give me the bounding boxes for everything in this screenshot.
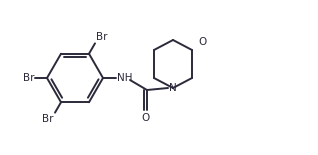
Text: O: O (142, 113, 150, 123)
Text: Br: Br (43, 114, 54, 124)
Text: NH: NH (117, 73, 133, 83)
Text: O: O (198, 37, 206, 47)
Text: Br: Br (96, 32, 107, 42)
Text: Br: Br (23, 73, 34, 83)
Text: N: N (169, 83, 177, 93)
